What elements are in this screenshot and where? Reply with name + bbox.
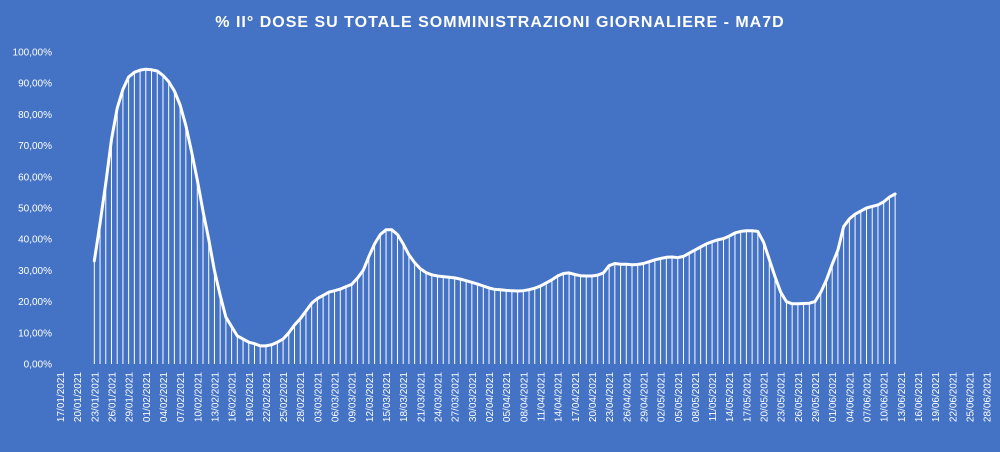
x-tick-label: 06/03/2021 [331,372,342,422]
x-tick-label: 20/04/2021 [588,372,599,422]
x-tick-label: 19/02/2021 [245,372,256,422]
x-tick-label: 07/02/2021 [176,372,187,422]
y-tick-label: 40,00% [18,235,52,246]
x-tick-label: 19/06/2021 [931,372,942,422]
x-tick-label: 21/03/2021 [416,372,427,422]
x-tick-label: 25/02/2021 [279,372,290,422]
x-tick-label: 14/04/2021 [554,372,565,422]
x-tick-label: 16/06/2021 [914,372,925,422]
x-tick-label: 26/04/2021 [622,372,633,422]
y-tick-label: 50,00% [18,204,52,215]
x-tick-label: 14/05/2021 [725,372,736,422]
x-tick-label: 23/01/2021 [90,372,101,422]
x-tick-label: 23/04/2021 [605,372,616,422]
x-tick-label: 26/05/2021 [794,372,805,422]
y-tick-label: 0,00% [24,360,52,371]
x-tick-label: 23/05/2021 [777,372,788,422]
y-tick-label: 90,00% [18,79,52,90]
x-tick-label: 28/02/2021 [296,372,307,422]
x-tick-label: 11/05/2021 [708,372,719,422]
y-tick-label: 20,00% [18,297,52,308]
x-tick-label: 20/01/2021 [73,372,84,422]
x-tick-label: 13/02/2021 [210,372,221,422]
y-tick-label: 30,00% [18,266,52,277]
x-tick-label: 08/04/2021 [519,372,530,422]
x-tick-label: 10/02/2021 [193,372,204,422]
x-tick-label: 10/06/2021 [880,372,891,422]
x-tick-label: 04/06/2021 [845,372,856,422]
x-tick-label: 30/03/2021 [468,372,479,422]
x-tick-label: 26/01/2021 [108,372,119,422]
x-tick-label: 04/02/2021 [159,372,170,422]
x-tick-label: 08/05/2021 [691,372,702,422]
x-tick-label: 25/06/2021 [966,372,977,422]
x-tick-label: 01/06/2021 [828,372,839,422]
chart-title: % II° DOSE SU TOTALE SOMMINISTRAZIONI GI… [215,14,785,31]
x-tick-label: 12/03/2021 [365,372,376,422]
x-tick-label: 29/05/2021 [811,372,822,422]
x-tick-label: 27/03/2021 [451,372,462,422]
x-tick-label: 02/04/2021 [485,372,496,422]
y-tick-label: 100,00% [13,48,53,59]
x-tick-label: 05/05/2021 [674,372,685,422]
x-tick-label: 22/06/2021 [948,372,959,422]
y-tick-label: 80,00% [18,110,52,121]
x-tick-label: 03/03/2021 [313,372,324,422]
x-tick-label: 05/04/2021 [502,372,513,422]
x-tick-label: 02/05/2021 [657,372,668,422]
y-tick-label: 60,00% [18,172,52,183]
y-tick-label: 70,00% [18,141,52,152]
x-tick-label: 17/01/2021 [56,372,67,422]
series-line [92,67,897,348]
x-tick-label: 29/01/2021 [125,372,136,422]
x-tick-label: 22/02/2021 [262,372,273,422]
x-tick-label: 11/04/2021 [537,372,548,422]
x-tick-label: 15/03/2021 [382,372,393,422]
x-tick-label: 13/06/2021 [897,372,908,422]
x-tick-label: 29/04/2021 [639,372,650,422]
x-tick-label: 18/03/2021 [399,372,410,422]
x-tick-label: 09/03/2021 [348,372,359,422]
y-tick-label: 10,00% [18,328,52,339]
x-tick-label: 01/02/2021 [142,372,153,422]
x-tick-label: 20/05/2021 [760,372,771,422]
x-tick-label: 17/04/2021 [571,372,582,422]
x-tick-label: 28/06/2021 [983,372,994,422]
x-tick-label: 07/06/2021 [863,372,874,422]
x-tick-label: 16/02/2021 [228,372,239,422]
x-tick-label: 24/03/2021 [434,372,445,422]
x-tick-label: 17/05/2021 [742,372,753,422]
